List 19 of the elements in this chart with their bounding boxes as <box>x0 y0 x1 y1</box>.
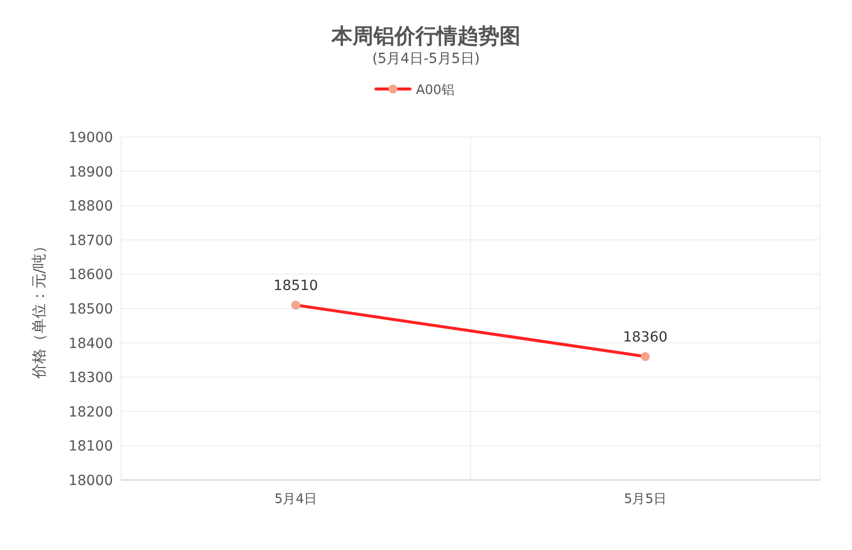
y-tick-label: 18900 <box>68 164 113 180</box>
chart-title: 本周铝价行情趋势图 <box>330 24 520 48</box>
y-tick-label: 18500 <box>68 302 113 318</box>
data-label: 18360 <box>622 330 668 346</box>
y-tick-label: 18200 <box>68 404 113 420</box>
y-tick-label: 18800 <box>68 198 113 215</box>
y-tick-label: 18600 <box>68 267 113 284</box>
y-axis-title: 价格（单位：元/吨） <box>30 238 48 380</box>
y-tick-label: 18300 <box>68 370 113 386</box>
y-tick-label: 18400 <box>68 336 113 352</box>
x-tick-label: 5月4日 <box>274 492 318 507</box>
y-tick-label: 19000 <box>68 130 113 146</box>
x-tick-label: 5月5日 <box>624 492 667 507</box>
y-tick-label: 18000 <box>68 473 113 489</box>
legend-label: A00铝 <box>416 83 454 98</box>
data-label: 18510 <box>273 278 318 294</box>
y-tick-label: 18100 <box>68 438 113 455</box>
chart-subtitle: (5月4日-5月5日) <box>372 51 480 67</box>
y-tick-label: 18700 <box>68 232 113 249</box>
